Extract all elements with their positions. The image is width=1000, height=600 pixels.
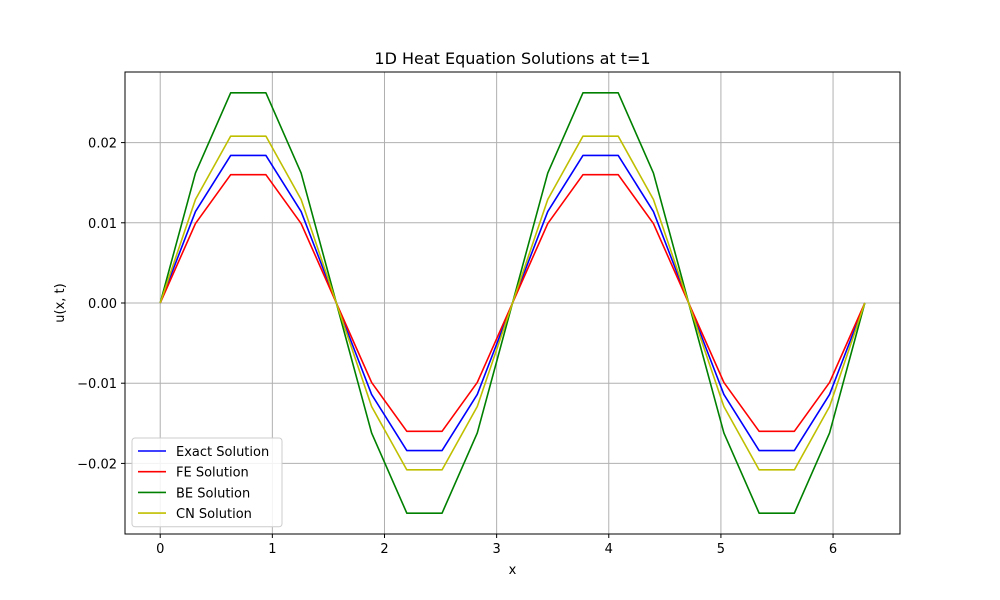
- x-tick-label: 0: [156, 542, 164, 557]
- y-tick-label: 0.01: [88, 217, 117, 232]
- y-tick-label: −0.02: [77, 457, 117, 472]
- legend-label: BE Solution: [176, 486, 250, 501]
- y-tick-label: 0.02: [88, 137, 117, 152]
- axis-ticks: 0 1 2 3 4 5 6 −0.02 −0.01 0.00 0.01 0.02: [77, 137, 837, 557]
- y-tick-label: −0.01: [77, 377, 117, 392]
- x-tick-label: 1: [268, 542, 276, 557]
- x-tick-label: 4: [605, 542, 613, 557]
- legend-label: FE Solution: [176, 466, 249, 481]
- x-axis-label: x: [509, 563, 517, 578]
- x-tick-label: 3: [492, 542, 500, 557]
- legend-label: CN Solution: [176, 507, 252, 522]
- legend-box: [131, 437, 283, 528]
- legend: Exact Solution FE Solution BE Solution CN S…: [131, 437, 283, 528]
- y-axis-label: u(x, t): [53, 283, 68, 322]
- x-tick-label: 5: [717, 542, 725, 557]
- x-tick-label: 2: [380, 542, 388, 557]
- legend-label: Exact Solution: [176, 445, 269, 460]
- y-tick-label: 0.00: [88, 297, 117, 312]
- x-tick-label: 6: [829, 542, 837, 557]
- chart-title: 1D Heat Equation Solutions at t=1: [374, 49, 650, 68]
- series-line-3: [159, 135, 866, 471]
- series-lines: [159, 92, 866, 514]
